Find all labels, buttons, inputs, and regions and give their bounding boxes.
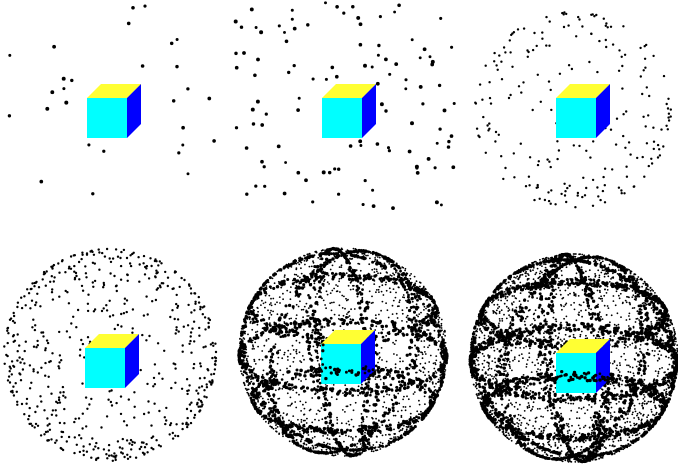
cube-top-face [322, 84, 376, 98]
panel-2 [233, 1, 456, 210]
cube [556, 84, 610, 138]
cube-front-face [85, 348, 125, 388]
cube-front-face [556, 98, 596, 138]
cube [322, 84, 376, 138]
cube-front-face [87, 98, 127, 138]
panel-4 [3, 247, 218, 462]
cube-top-face [556, 339, 610, 353]
panel-1 [7, 4, 216, 196]
cube-side-face [127, 84, 141, 138]
panel-3 [474, 11, 672, 209]
cube [556, 339, 610, 393]
point-cloud [237, 246, 449, 458]
cube [321, 330, 375, 384]
point-cloud [233, 1, 456, 210]
cube-side-face [362, 84, 376, 138]
cube-side-face [361, 330, 375, 384]
point-cloud [3, 247, 218, 462]
cube-side-face [125, 334, 139, 388]
cube-top-face [87, 84, 141, 98]
panel-5 [237, 246, 449, 458]
cube [85, 334, 139, 388]
point-cloud-foreground [239, 249, 447, 455]
cube-top-face [85, 334, 139, 348]
point-cloud-foreground [470, 256, 678, 461]
cube-top-face [321, 330, 375, 344]
cube-top-face [556, 84, 610, 98]
point-cloud [7, 4, 216, 196]
cube-front-face [322, 98, 362, 138]
cube-side-face [596, 84, 610, 138]
cube [87, 84, 141, 138]
panel-6 [468, 252, 678, 464]
